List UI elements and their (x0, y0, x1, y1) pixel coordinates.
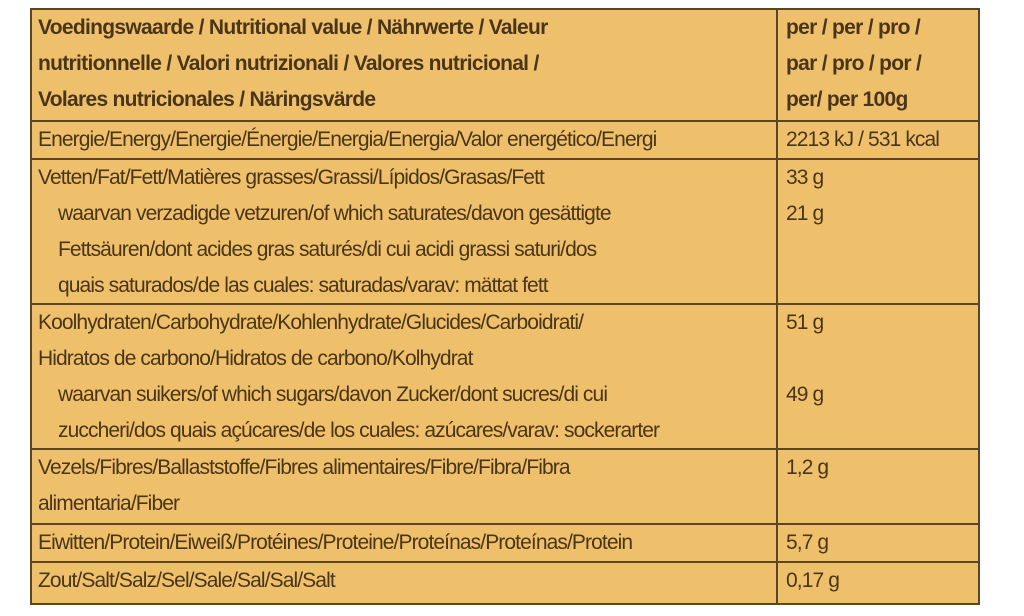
nutrient-text: Energie/Energy/Energie/Énergie/Energia/E… (38, 128, 657, 151)
header-text: par / pro / por / (786, 52, 922, 75)
nutrient-text: Koolhydraten/Carbohydrate/Kohlenhydrate/… (38, 311, 584, 334)
nutrient-value: 0,17 g (778, 563, 978, 603)
header-unit: per / per / pro / par / pro / por / per/ p… (778, 10, 978, 120)
sub-nutrient-text: Fettsäuren/dont acides gras saturés/di c… (58, 238, 597, 261)
nutrient-name: Vetten/Fat/Fett/Matières grasses/Grassi/… (32, 160, 778, 303)
nutrient-value: 2213 kJ / 531 kcal (778, 122, 978, 158)
spacer (786, 341, 978, 377)
header-text: Volares nutricionales / Näringsvärde (38, 88, 376, 111)
nutrient-name: Eiwitten/Protein/Eiweiß/Protéines/Protei… (32, 525, 778, 561)
nutrient-row: Vezels/Fibres/Ballaststoffe/Fibres alime… (32, 450, 978, 525)
value-text: 33 g (786, 166, 824, 189)
header-label: Voedingswaarde / Nutritional value / Näh… (32, 10, 778, 120)
value-text: 0,17 g (786, 569, 840, 592)
nutrient-row: Energie/Energy/Energie/Énergie/Energia/E… (32, 122, 978, 160)
nutrient-row: Eiwitten/Protein/Eiweiß/Protéines/Protei… (32, 525, 978, 563)
value-text: 49 g (786, 383, 824, 406)
header-text: Voedingswaarde / Nutritional value / Näh… (38, 16, 548, 39)
nutrient-row: Vetten/Fat/Fett/Matières grasses/Grassi/… (32, 160, 978, 305)
nutrient-name: Zout/Salt/Salz/Sel/Sale/Sal/Sal/Salt (32, 563, 778, 603)
nutrient-name: Vezels/Fibres/Ballaststoffe/Fibres alime… (32, 450, 778, 523)
sub-nutrient-text: waarvan suikers/of which sugars/davon Zu… (58, 383, 608, 406)
nutrient-value: 51 g 49 g (778, 305, 978, 448)
header-text: nutritionnelle / Valori nutrizionali / V… (38, 52, 539, 75)
nutrient-value: 5,7 g (778, 525, 978, 561)
nutrient-text: Hidratos de carbono/Hidratos de carbono/… (38, 347, 473, 370)
nutrient-name: Koolhydraten/Carbohydrate/Kohlenhydrate/… (32, 305, 778, 448)
nutrition-table: Voedingswaarde / Nutritional value / Näh… (30, 8, 980, 605)
nutrient-text: Eiwitten/Protein/Eiweiß/Protéines/Protei… (38, 531, 633, 554)
nutrient-text: Zout/Salt/Salz/Sel/Sale/Sal/Sal/Salt (38, 569, 336, 592)
nutrient-value: 33 g 21 g (778, 160, 978, 303)
value-text: 2213 kJ / 531 kcal (786, 128, 940, 151)
nutrient-row: Zout/Salt/Salz/Sel/Sale/Sal/Sal/Salt 0,17… (32, 563, 978, 603)
nutrient-row: Koolhydraten/Carbohydrate/Kohlenhydrate/… (32, 305, 978, 450)
value-text: 5,7 g (786, 531, 829, 554)
sub-nutrient-text: zuccheri/dos quais açúcares/de los cuale… (58, 419, 660, 442)
sub-nutrient-text: waarvan verzadigde vetzuren/of which sat… (58, 202, 612, 225)
nutrient-text: Vetten/Fat/Fett/Matières grasses/Grassi/… (38, 166, 545, 189)
value-text: 21 g (786, 202, 824, 225)
sub-nutrient-text: quais saturados/de las cuales: saturadas… (58, 274, 549, 297)
header-row: Voedingswaarde / Nutritional value / Näh… (32, 10, 978, 122)
header-text: per / per / pro / (786, 16, 921, 39)
value-text: 51 g (786, 311, 824, 334)
nutrient-text: alimentaria/Fiber (38, 492, 180, 515)
spacer (786, 486, 978, 522)
value-text: 1,2 g (786, 456, 829, 479)
nutrient-value: 1,2 g (778, 450, 978, 523)
nutrient-name: Energie/Energy/Energie/Énergie/Energia/E… (32, 122, 778, 158)
header-text: per/ per 100g (786, 88, 908, 111)
nutrient-text: Vezels/Fibres/Ballaststoffe/Fibres alime… (38, 456, 571, 479)
